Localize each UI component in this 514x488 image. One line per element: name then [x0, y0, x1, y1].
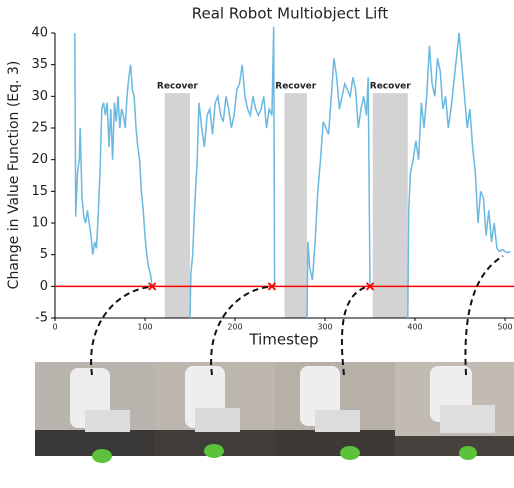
photo: [155, 362, 275, 458]
photos: [35, 362, 514, 463]
recover-region: [285, 93, 308, 318]
photo: [395, 362, 514, 460]
y-tick-label: 5: [40, 247, 48, 262]
x-tick-label: 300: [317, 323, 332, 332]
y-tick-label: 10: [31, 216, 48, 231]
y-tick-label: 0: [40, 279, 48, 294]
y-tick-label: 25: [31, 121, 48, 136]
y-tick-label: 35: [31, 57, 48, 72]
x-tick-label: 400: [407, 323, 422, 332]
y-tick-label: 40: [31, 26, 48, 41]
region-label: Recover: [370, 82, 412, 92]
recover-region: [373, 93, 408, 318]
y-tick-label: 20: [31, 152, 48, 167]
y-axis-label: Change in Value Function (Eq. 3): [6, 61, 22, 290]
y-tick-label: 30: [31, 89, 48, 104]
x-tick-label: 500: [497, 323, 512, 332]
x-tick-label: 200: [227, 323, 242, 332]
x-tick-label: 0: [52, 323, 57, 332]
arrow: [465, 256, 503, 375]
y-tick-label: 15: [31, 184, 48, 199]
chart: Real Robot Multiobject Lift Timestep Cha…: [0, 0, 514, 484]
arrow: [342, 287, 366, 375]
region-label: Recover: [275, 82, 317, 92]
chart-title: Real Robot Multiobject Lift: [192, 5, 389, 23]
x-axis-label: Timestep: [248, 331, 318, 349]
recover-region: [165, 93, 190, 318]
photo: [35, 362, 155, 463]
photo: [275, 362, 395, 460]
x-tick-label: 100: [137, 323, 152, 332]
region-label: Recover: [157, 82, 199, 92]
y-tick-label: -5: [35, 311, 48, 326]
